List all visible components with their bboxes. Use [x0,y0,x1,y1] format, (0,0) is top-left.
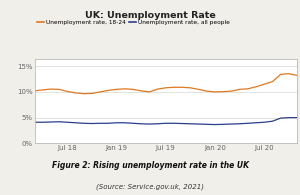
Legend: Unemployment rate, 18-24, Unemployment rate, all people: Unemployment rate, 18-24, Unemployment r… [35,17,232,27]
Text: (Source: Service.gov.uk, 2021): (Source: Service.gov.uk, 2021) [96,183,204,190]
Text: Figure 2: Rising unemployment rate in the UK: Figure 2: Rising unemployment rate in th… [52,161,248,170]
Text: UK: Unemployment Rate: UK: Unemployment Rate [85,11,215,20]
